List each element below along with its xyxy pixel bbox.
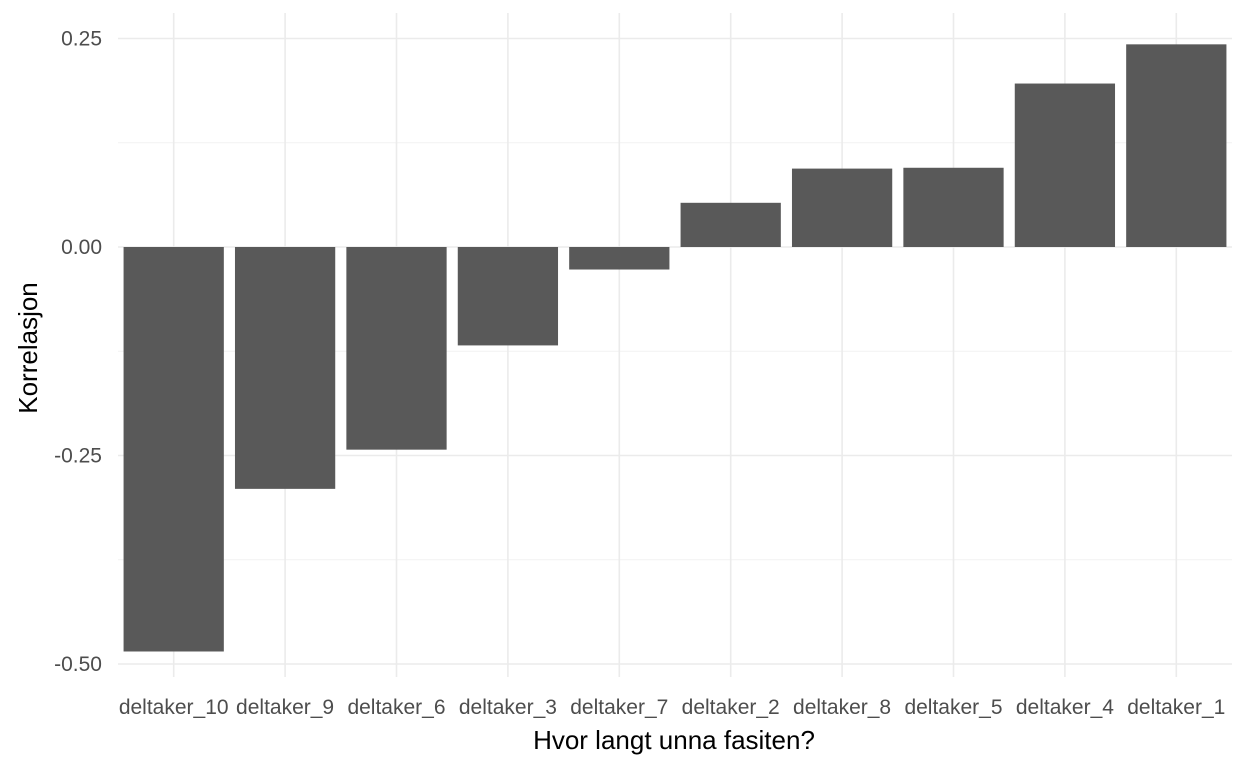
y-axis-title: Korrelasjon	[13, 282, 43, 414]
y-tick-label: -0.25	[54, 445, 102, 468]
x-tick-labels: deltaker_10 deltaker_9 deltaker_6 deltaker_…	[119, 696, 1226, 719]
x-tick-label: deltaker_5	[904, 696, 1002, 719]
x-tick-label: deltaker_10	[119, 696, 229, 719]
x-tick-label: deltaker_3	[459, 696, 557, 719]
x-tick-label: deltaker_6	[347, 696, 445, 719]
bar-deltaker_5	[903, 167, 1004, 247]
x-tick-label: deltaker_8	[793, 696, 891, 719]
bar-deltaker_3	[457, 247, 559, 346]
bar-deltaker_1	[1126, 44, 1227, 248]
bar-deltaker_2	[680, 202, 781, 247]
x-tick-label: deltaker_2	[682, 696, 780, 719]
x-tick-label: deltaker_7	[570, 696, 668, 719]
x-tick-label: deltaker_4	[1016, 696, 1114, 719]
bar-deltaker_10	[123, 247, 224, 652]
bar-deltaker_7	[569, 247, 670, 270]
x-axis-title: Hvor langt unna fasiten?	[533, 725, 815, 755]
x-tick-label: deltaker_9	[236, 696, 334, 719]
y-tick-label: 0.25	[61, 28, 102, 51]
y-tick-label: 0.00	[61, 236, 102, 259]
bar-deltaker_4	[1014, 83, 1116, 247]
bars	[123, 44, 1227, 652]
y-tick-label: -0.50	[54, 653, 102, 676]
bar-deltaker_8	[791, 168, 893, 247]
bar-deltaker_6	[346, 247, 447, 450]
y-tick-labels: -0.50 -0.25 0.00 0.25	[54, 28, 102, 677]
x-tick-label: deltaker_1	[1127, 696, 1225, 719]
bar-deltaker_9	[234, 247, 336, 489]
